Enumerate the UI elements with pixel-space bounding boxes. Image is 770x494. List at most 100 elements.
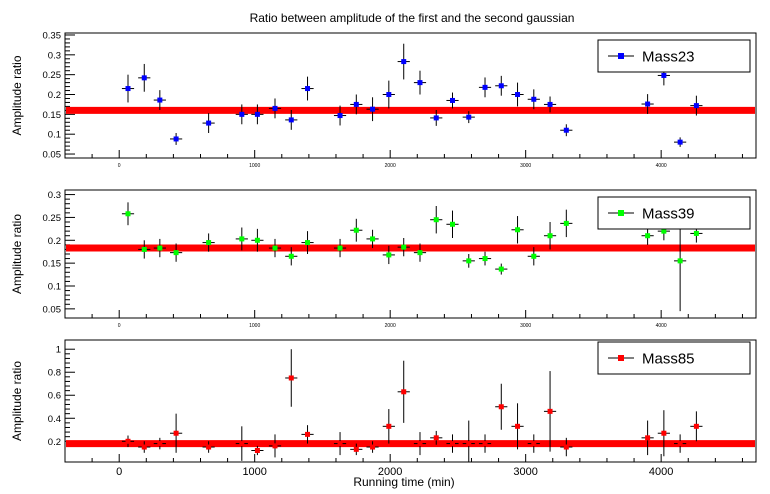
marker [482, 441, 488, 447]
marker [370, 106, 376, 112]
data-point [657, 410, 670, 457]
data-point [478, 251, 492, 266]
y-tick-label: 0.35 [43, 30, 62, 41]
data-point [202, 233, 215, 252]
data-point [413, 243, 427, 262]
marker [563, 444, 569, 450]
data-point [251, 104, 264, 125]
data-point [382, 80, 395, 109]
legend-mass39: Mass39 [597, 196, 751, 230]
marker [353, 227, 359, 233]
x-tick-label: 3000 [520, 323, 531, 329]
data-point [560, 437, 573, 457]
legend-mass23: Mass23 [597, 39, 751, 73]
panel-mass23: 0.05 0.1 0.15 0.2 0.25 0.3 0.35 0 1000 2000 3000 40… [10, 30, 757, 169]
data-point [495, 75, 508, 96]
x-tick-label: 2000 [385, 163, 396, 169]
marker [386, 252, 392, 258]
data-point [268, 434, 282, 458]
data-point [495, 383, 508, 430]
y-tick-label: 0.4 [48, 414, 61, 425]
data-point [413, 432, 427, 456]
marker [547, 408, 553, 414]
legend-box [597, 196, 751, 230]
data-point [301, 76, 314, 101]
marker [305, 431, 311, 437]
marker [353, 446, 359, 452]
marker [272, 105, 278, 111]
x-tick-label: 1000 [249, 163, 260, 169]
data-point [690, 411, 703, 442]
legend-label: Mass23 [642, 49, 695, 66]
data-point [462, 111, 475, 124]
data-point [462, 254, 475, 268]
marker [305, 86, 311, 92]
data-point [170, 243, 183, 262]
marker [254, 237, 260, 243]
marker [370, 236, 376, 242]
panels: 0.05 0.1 0.15 0.2 0.25 0.3 0.35 0 1000 2000 3000 40… [10, 30, 757, 478]
y-tick-label: 1 [56, 345, 61, 356]
marker [125, 86, 131, 92]
data-point [641, 420, 654, 456]
marker [239, 111, 245, 117]
marker [206, 240, 212, 246]
y-tick-label: 0.2 [48, 90, 61, 101]
plot-frame [64, 339, 757, 463]
data-point [366, 229, 379, 249]
marker [157, 97, 163, 103]
data-point [202, 113, 215, 133]
marker [482, 84, 488, 90]
data-point [121, 74, 135, 103]
marker [206, 444, 212, 450]
marker [157, 245, 163, 251]
data-point [138, 441, 151, 453]
marker [466, 114, 472, 120]
marker [239, 441, 245, 447]
marker [498, 83, 504, 89]
data-point [495, 263, 508, 275]
data-point [350, 218, 363, 242]
legend-marker [618, 210, 624, 216]
data-point [641, 226, 654, 245]
marker [498, 404, 504, 410]
marker [450, 97, 456, 103]
marker [417, 441, 423, 447]
data-point [366, 441, 379, 453]
marker [337, 245, 343, 251]
data-point [121, 202, 135, 226]
data-point [446, 92, 459, 109]
data-point [446, 210, 459, 238]
marker [531, 253, 537, 259]
marker [693, 230, 699, 236]
marker [173, 136, 179, 142]
marker [563, 127, 569, 133]
data-point [285, 247, 298, 266]
x-tick-label: 2000 [378, 466, 402, 478]
legend-marker [618, 355, 624, 361]
data-point [235, 104, 248, 125]
data-point [138, 63, 151, 92]
data-point [560, 124, 573, 137]
marker [645, 233, 651, 239]
x-tick-label: 1000 [242, 466, 266, 478]
data-point [301, 425, 314, 444]
y-tick-label: 0.6 [48, 391, 61, 402]
marker [173, 430, 179, 436]
marker [272, 245, 278, 251]
x-axis-title: Running time (min) [353, 475, 454, 489]
marker [141, 75, 147, 81]
x-tick-label: 0 [116, 466, 122, 478]
data-point [382, 409, 395, 444]
x-tick-label: 0 [118, 323, 121, 329]
data-point [674, 434, 687, 453]
y-tick-label: 0.2 [48, 437, 61, 448]
x-tick-label: 4000 [649, 466, 673, 478]
data-point [382, 245, 395, 265]
marker [645, 101, 651, 107]
x-tick-label: 1000 [249, 323, 260, 329]
y-tick-label: 0.3 [48, 50, 61, 61]
legend-marker [618, 53, 624, 59]
data-point [301, 231, 314, 254]
